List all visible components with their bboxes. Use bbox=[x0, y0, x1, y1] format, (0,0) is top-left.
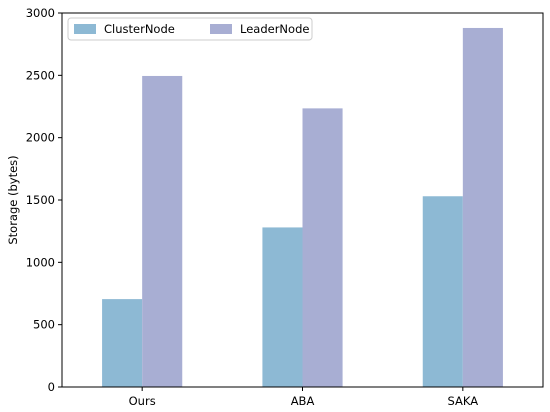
bar-leadernode-aba bbox=[302, 108, 343, 388]
y-axis-label: Storage (bytes) bbox=[6, 155, 20, 244]
x-axis: Ours ABA SAKA bbox=[129, 387, 479, 408]
y-tick-label: 1500 bbox=[26, 193, 55, 207]
y-tick-label: 0 bbox=[48, 380, 55, 394]
bar-leadernode-ours bbox=[142, 75, 183, 387]
bar-clusternode-aba bbox=[262, 227, 303, 387]
bar-leadernode-saka bbox=[462, 27, 503, 388]
y-tick-label: 2500 bbox=[26, 68, 55, 82]
y-axis: 0 500 1000 1500 2000 2500 3000 bbox=[26, 6, 62, 394]
x-tick-label: SAKA bbox=[448, 394, 479, 408]
bar-clusternode-ours bbox=[102, 299, 143, 387]
y-tick-label: 500 bbox=[33, 318, 55, 332]
bars-layer bbox=[102, 27, 503, 388]
legend-label-leadernode: LeaderNode bbox=[240, 22, 309, 36]
y-tick-label: 2000 bbox=[26, 131, 55, 145]
legend: ClusterNode LeaderNode bbox=[67, 17, 313, 41]
y-tick-label: 1000 bbox=[26, 255, 55, 269]
bar-clusternode-saka bbox=[422, 196, 463, 387]
legend-swatch-clusternode bbox=[74, 24, 96, 34]
y-tick-label: 3000 bbox=[26, 6, 55, 20]
legend-label-clusternode: ClusterNode bbox=[104, 22, 175, 36]
x-tick-label: ABA bbox=[291, 394, 315, 408]
legend-swatch-leadernode bbox=[210, 24, 232, 34]
x-tick-label: Ours bbox=[129, 394, 156, 408]
legend-box bbox=[67, 17, 313, 41]
